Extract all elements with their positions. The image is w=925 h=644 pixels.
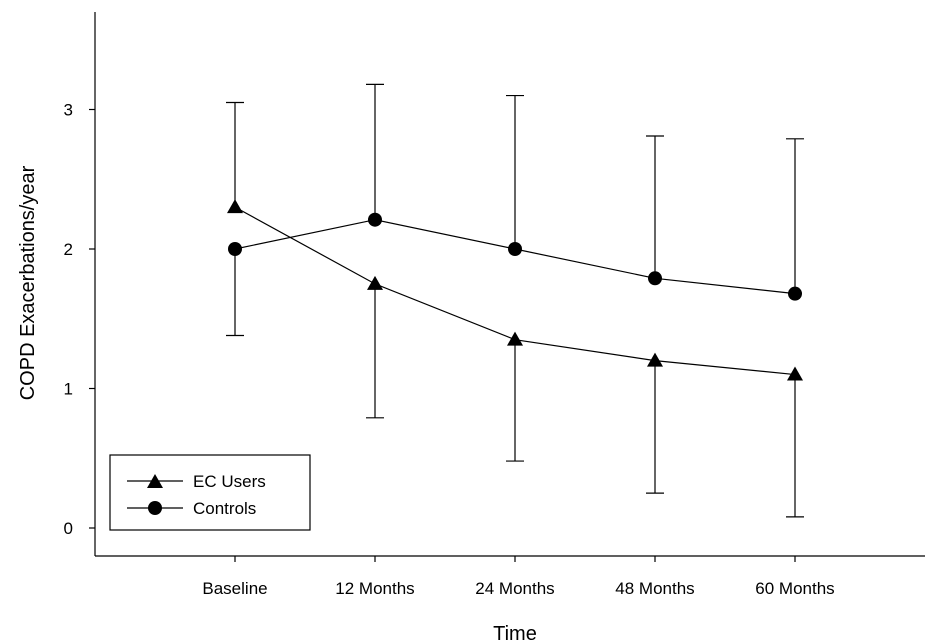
data-point-ec-users: [507, 331, 523, 346]
errorbar-layer: [226, 83, 804, 518]
data-point-controls: [648, 271, 662, 286]
x-tick-label: 48 Months: [615, 579, 694, 598]
data-point-ec-users: [787, 366, 803, 381]
x-tick-label: 24 Months: [475, 579, 554, 598]
legend-layer: EC Users Controls: [109, 454, 311, 531]
data-point-ec-users: [647, 352, 663, 367]
legend-label-controls: Controls: [193, 499, 256, 518]
data-point-controls: [508, 242, 522, 256]
data-point-ec-users: [227, 199, 243, 214]
legend-marker-controls: [148, 501, 162, 515]
data-point-controls: [228, 242, 242, 256]
y-axis-title: COPD Exacerbations/year: [17, 165, 39, 400]
legend-label-ec-users: EC Users: [193, 472, 266, 491]
data-point-controls: [368, 212, 382, 227]
x-tick-label: 12 Months: [335, 579, 414, 598]
y-tick-label: 3: [64, 101, 73, 120]
x-tick-label: 60 Months: [755, 579, 834, 598]
y-tick-label: 1: [64, 380, 73, 399]
x-axis-title: Time: [493, 623, 537, 644]
legend-marker-ec-users: [147, 474, 163, 488]
series-layer: [227, 199, 803, 381]
y-tick-label: 2: [64, 240, 73, 259]
legend-box: [109, 454, 311, 531]
data-point-controls: [788, 286, 802, 301]
axes-layer: 0 1 2 3 Baseline 12 Months 24 Months 48 Months 6…: [64, 12, 925, 598]
y-tick-label: 0: [64, 519, 73, 538]
x-tick-label: Baseline: [202, 579, 267, 598]
data-point-ec-users: [367, 275, 383, 290]
